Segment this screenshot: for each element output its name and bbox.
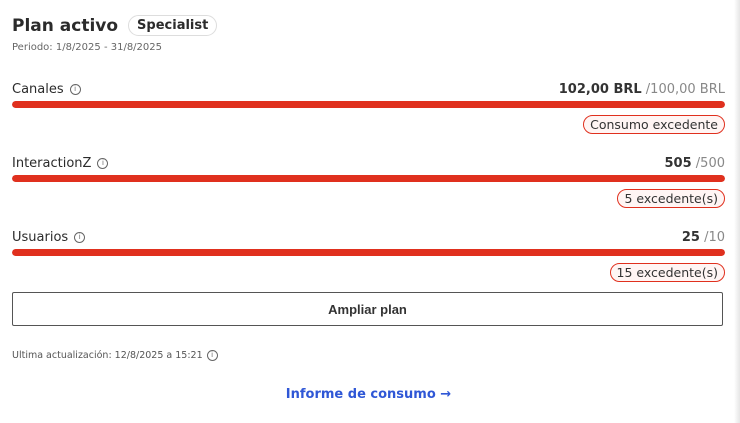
usage-report-link[interactable]: Informe de consumo → [285,387,452,402]
page-title: Plan activo [12,15,119,36]
metric-label: Canales [12,82,64,97]
upgrade-plan-button[interactable]: Ampliar plan [12,292,723,326]
usage-bar [12,175,725,182]
overage-badge: 15 excedente(s) [609,263,725,282]
metric-used: 102,00 BRL [558,82,642,97]
info-icon[interactable]: i [69,84,81,95]
plan-badge: Specialist [128,15,218,36]
usage-bar-fill [12,175,725,182]
overage-badge: 5 excedente(s) [617,189,725,208]
last-update: Ultima actualización: 12/8/2025 a 15:21 … [12,350,218,361]
usage-bar-fill [12,249,725,256]
metric-canales: Canales i 102,00 BRL /100,00 BRL Consumo … [12,79,725,134]
metric-usuarios: Usuarios i 25 /10 15 excedente(s) [12,227,725,282]
info-icon[interactable]: i [97,158,109,169]
info-icon[interactable]: i [206,350,218,361]
usage-bar-fill [12,101,725,108]
panel-edge-shadow [734,0,740,423]
info-icon[interactable]: i [74,232,86,243]
billing-period: Periodo: 1/8/2025 - 31/8/2025 [12,42,162,53]
metric-label: Usuarios [12,230,69,245]
usage-bar [12,101,725,108]
usage-bar [12,249,725,256]
metric-limit: /10 [704,230,725,245]
metric-limit: /100,00 BRL [645,82,725,97]
metric-used: 25 [681,230,700,245]
metric-used: 505 [664,156,692,171]
last-update-text: Ultima actualización: 12/8/2025 a 15:21 [12,350,203,361]
metric-limit: /500 [695,156,725,171]
overage-badge: Consumo excedente [583,115,725,134]
metric-label: InteractionZ [12,156,92,171]
metric-interactionz: InteractionZ i 505 /500 5 excedente(s) [12,153,725,208]
